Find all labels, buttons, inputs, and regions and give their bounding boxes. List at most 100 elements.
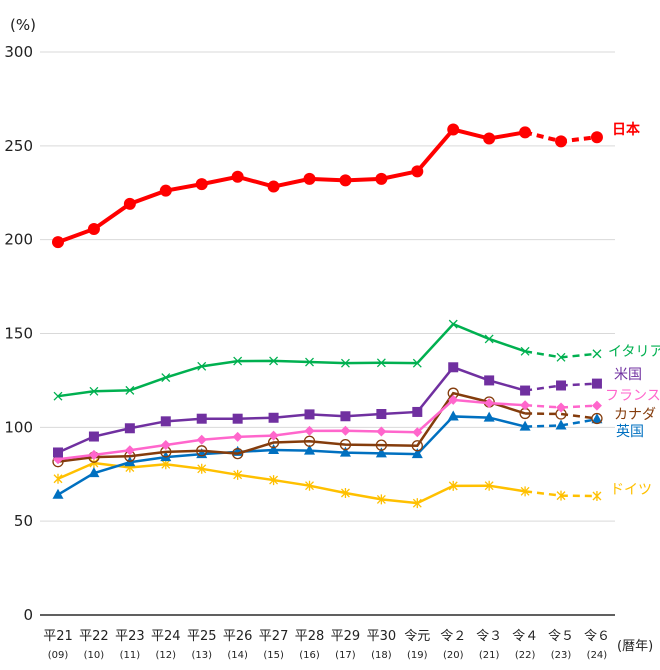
data-point <box>484 334 494 344</box>
data-point <box>160 451 172 462</box>
data-point <box>304 425 315 436</box>
data-point <box>411 440 423 452</box>
x-tick-label: 平24 <box>151 629 181 644</box>
x-tick-label: 平23 <box>115 629 145 644</box>
data-point <box>556 402 567 413</box>
y-tick-label: 300 <box>4 43 33 61</box>
data-point <box>339 446 351 457</box>
series-line <box>57 365 526 454</box>
series-line-projected <box>525 418 598 428</box>
data-point <box>52 488 64 499</box>
data-point <box>376 358 386 368</box>
x-tick-sublabel: (21) <box>479 650 500 661</box>
data-point <box>269 356 279 366</box>
series-1 <box>53 319 602 401</box>
x-tick-sublabel: (14) <box>227 650 248 661</box>
series-2 <box>53 362 602 458</box>
series-line <box>57 322 526 398</box>
x-tick-sublabel: (13) <box>191 650 212 661</box>
data-point <box>53 391 63 401</box>
data-point <box>448 480 458 491</box>
data-point <box>591 400 602 411</box>
series-label: カナダ <box>614 407 656 423</box>
data-point <box>196 445 208 457</box>
data-point <box>197 361 207 371</box>
y-tick-label: 250 <box>4 137 33 155</box>
series-4 <box>52 387 603 468</box>
y-tick-label: 150 <box>4 325 33 343</box>
data-point <box>412 498 422 509</box>
series-label: イタリア <box>608 344 660 360</box>
data-point <box>340 411 351 422</box>
data-point <box>232 413 243 424</box>
series-line <box>57 127 526 244</box>
x-tick-label: 令６ <box>584 629 610 644</box>
data-point <box>267 180 280 193</box>
data-point <box>340 488 350 499</box>
data-point <box>592 349 602 359</box>
series-label: 英国 <box>616 423 644 440</box>
y-unit-label: (%) <box>10 16 36 34</box>
data-point <box>375 447 387 458</box>
data-point <box>124 423 135 434</box>
data-point <box>268 430 279 441</box>
data-point <box>124 445 135 456</box>
data-point <box>591 412 603 425</box>
data-point <box>556 490 566 501</box>
data-point <box>376 409 387 420</box>
data-point <box>123 197 136 210</box>
x-tick-label: 令元 <box>404 629 430 644</box>
data-point <box>339 438 352 451</box>
data-point <box>448 362 459 373</box>
series-3 <box>53 394 602 465</box>
x-tick-label: 令２ <box>440 629 466 644</box>
data-point <box>412 358 422 368</box>
data-point <box>196 434 207 445</box>
data-point <box>233 469 243 480</box>
data-point <box>52 236 64 249</box>
series-line-projected <box>525 412 598 420</box>
data-point <box>160 439 171 450</box>
x-tick-label: 令５ <box>548 629 574 644</box>
series-line <box>57 391 526 463</box>
x-tick-sublabel: (15) <box>263 650 284 661</box>
data-point <box>305 357 314 367</box>
data-point <box>340 358 350 368</box>
x-tick-sublabel: (10) <box>84 650 105 661</box>
x-tick-label: 平26 <box>223 629 253 644</box>
data-point <box>555 135 568 148</box>
x-tick-sublabel: (18) <box>371 650 392 661</box>
data-point <box>231 170 244 183</box>
data-point <box>520 486 530 497</box>
data-point <box>268 412 279 423</box>
x-tick-sublabel: (11) <box>120 650 141 661</box>
data-point <box>520 385 531 396</box>
data-point <box>412 427 423 438</box>
x-tick-sublabel: (16) <box>299 650 320 661</box>
series-label: 日本 <box>612 121 641 138</box>
data-point <box>53 473 63 484</box>
data-point <box>556 352 566 362</box>
y-tick-label: 0 <box>23 606 33 624</box>
x-tick-label: 平27 <box>259 629 289 644</box>
data-point <box>159 184 172 197</box>
series-label: ドイツ <box>610 482 652 498</box>
data-point <box>304 409 315 420</box>
x-tick-label: 平28 <box>295 629 325 644</box>
data-point <box>412 406 423 417</box>
data-point <box>340 425 351 436</box>
data-point <box>160 416 171 427</box>
data-point <box>590 131 603 144</box>
x-tick-sublabel: (23) <box>551 650 572 661</box>
data-point <box>376 426 387 437</box>
data-point <box>411 165 424 178</box>
data-point <box>448 319 458 329</box>
data-point <box>339 174 352 187</box>
data-point <box>375 439 388 451</box>
x-tick-sublabel: (20) <box>443 650 464 661</box>
data-point <box>305 480 314 491</box>
x-tick-sublabel: (09) <box>48 650 69 661</box>
series-label: 米国 <box>614 367 642 383</box>
x-tick-label: 平25 <box>187 629 217 644</box>
